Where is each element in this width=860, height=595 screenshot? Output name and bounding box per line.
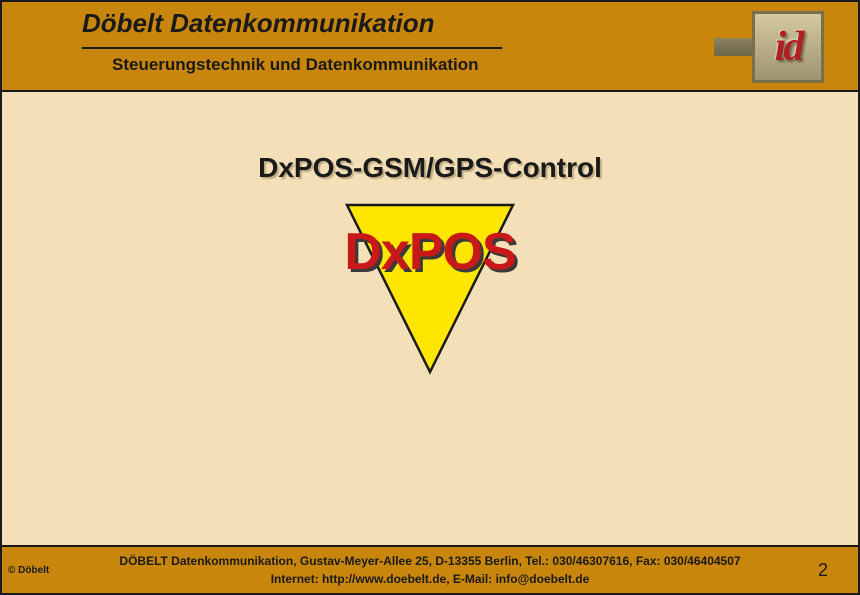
- header-divider: [82, 47, 502, 49]
- product-name: DxPOS: [300, 222, 560, 282]
- footer-line1: DÖBELT Datenkommunikation, Gustav-Meyer-…: [72, 552, 788, 570]
- logo-frame: id: [752, 11, 824, 83]
- header-text-block: Döbelt Datenkommunikation Steuerungstech…: [2, 2, 718, 90]
- header-title: Döbelt Datenkommunikation: [82, 8, 718, 43]
- footer-line2: Internet: http://www.doebelt.de, E-Mail:…: [72, 570, 788, 588]
- main-content: DxPOS-GSM/GPS-Control DxPOS: [2, 92, 858, 547]
- header-subtitle: Steuerungstechnik und Datenkommunikation: [82, 55, 718, 75]
- footer-copyright: © Döbelt: [2, 565, 72, 576]
- footer-contact: DÖBELT Datenkommunikation, Gustav-Meyer-…: [72, 552, 788, 588]
- footer: © Döbelt DÖBELT Datenkommunikation, Gust…: [2, 545, 858, 593]
- main-title: DxPOS-GSM/GPS-Control: [2, 152, 858, 184]
- logo: id: [733, 7, 843, 87]
- header: Döbelt Datenkommunikation Steuerungstech…: [2, 2, 858, 92]
- page-number: 2: [788, 560, 858, 581]
- logo-text: id: [775, 23, 802, 71]
- product-logo: DxPOS: [300, 197, 560, 397]
